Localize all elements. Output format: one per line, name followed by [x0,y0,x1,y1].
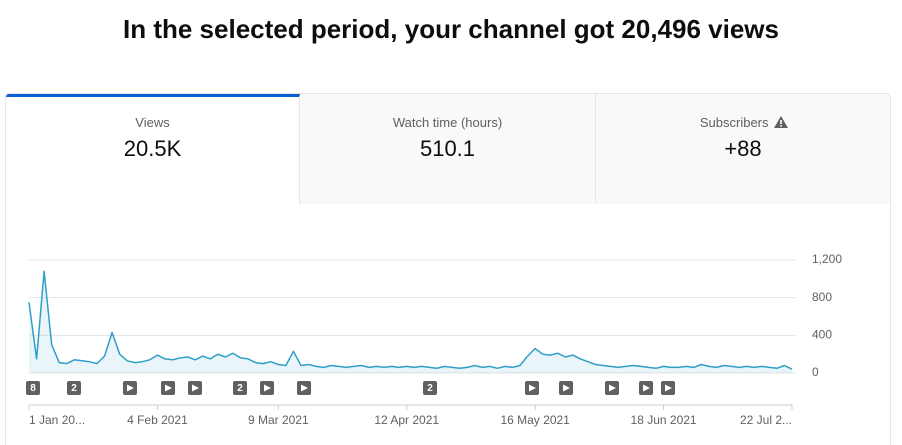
video-marker-count: 2 [71,383,77,394]
x-tick-label: 1 Jan 20... [29,413,85,427]
x-tick-label: 12 Apr 2021 [374,413,439,427]
play-icon [529,384,536,392]
analytics-card: Views 20.5K Watch time (hours) 510.1 Sub… [5,93,891,445]
play-icon [127,384,134,392]
play-icon [264,384,271,392]
warning-icon[interactable] [774,116,789,128]
tab-value: +88 [724,136,762,161]
video-marker[interactable] [67,381,81,395]
play-icon [165,384,172,392]
video-marker-count: 2 [427,383,433,394]
y-tick-label: 0 [812,365,819,379]
video-marker[interactable] [423,381,437,395]
tab-label: Views [135,115,170,130]
tab-subscribers[interactable]: Subscribers +88 [596,94,890,204]
y-tick-label: 400 [812,328,832,342]
tab-label-text: Subscribers [699,115,769,130]
video-marker[interactable] [26,381,40,395]
video-marker-count: 8 [30,383,36,394]
play-icon [192,384,199,392]
line [28,270,793,370]
y-tick-label: 1,200 [812,252,842,266]
x-tick-label: 4 Feb 2021 [127,413,188,427]
x-tick-label: 16 May 2021 [500,413,570,427]
video-marker-count: 2 [237,383,243,394]
play-icon [301,384,308,392]
page-title: In the selected period, your channel got… [123,14,779,44]
play-icon [563,384,570,392]
play-icon [609,384,616,392]
x-tick-label: 22 Jul 2... [740,413,792,427]
video-marker[interactable] [233,381,247,395]
area [29,271,792,373]
play-icon [665,384,672,392]
x-tick-label: 18 Jun 2021 [631,413,697,427]
tab-label: Subscribers [596,115,890,130]
tab-value: 510.1 [419,136,476,161]
play-icon [643,384,650,392]
tab-watch-time[interactable]: Watch time (hours) 510.1 [300,94,596,204]
tab-label: Watch time (hours) [392,115,503,130]
tab-views[interactable]: Views 20.5K [6,94,300,204]
tab-value: 20.5K [123,136,182,161]
x-tick-label: 9 Mar 2021 [248,413,309,427]
y-tick-label: 800 [812,290,832,304]
